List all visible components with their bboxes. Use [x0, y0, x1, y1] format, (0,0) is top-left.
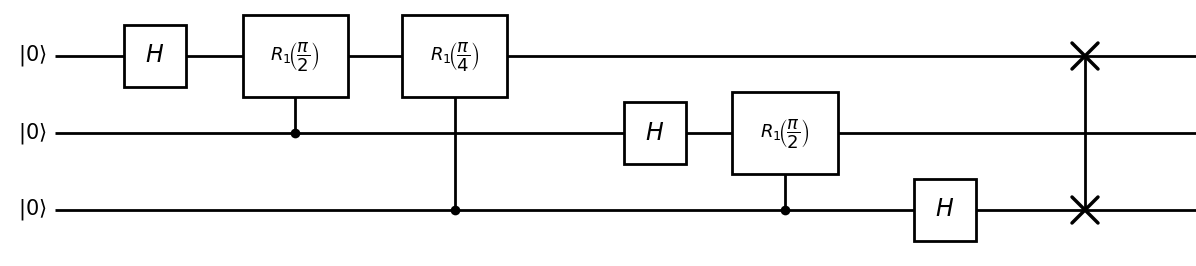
FancyBboxPatch shape: [732, 92, 837, 174]
Text: $|0\rangle$: $|0\rangle$: [18, 44, 47, 69]
FancyBboxPatch shape: [914, 179, 976, 241]
Text: $R_1\!\left(\dfrac{\pi}{4}\right)$: $R_1\!\left(\dfrac{\pi}{4}\right)$: [431, 39, 480, 73]
Text: $|0\rangle$: $|0\rangle$: [18, 197, 47, 222]
Text: $H$: $H$: [935, 198, 954, 222]
FancyBboxPatch shape: [403, 15, 507, 97]
Text: $|0\rangle$: $|0\rangle$: [18, 120, 47, 146]
Text: $H$: $H$: [146, 44, 165, 68]
Text: $H$: $H$: [646, 122, 665, 144]
Text: $R_1\!\left(\dfrac{\pi}{2}\right)$: $R_1\!\left(\dfrac{\pi}{2}\right)$: [761, 117, 810, 149]
FancyBboxPatch shape: [124, 25, 187, 87]
FancyBboxPatch shape: [624, 102, 687, 164]
FancyBboxPatch shape: [243, 15, 348, 97]
Text: $R_1\!\left(\dfrac{\pi}{2}\right)$: $R_1\!\left(\dfrac{\pi}{2}\right)$: [270, 39, 319, 73]
